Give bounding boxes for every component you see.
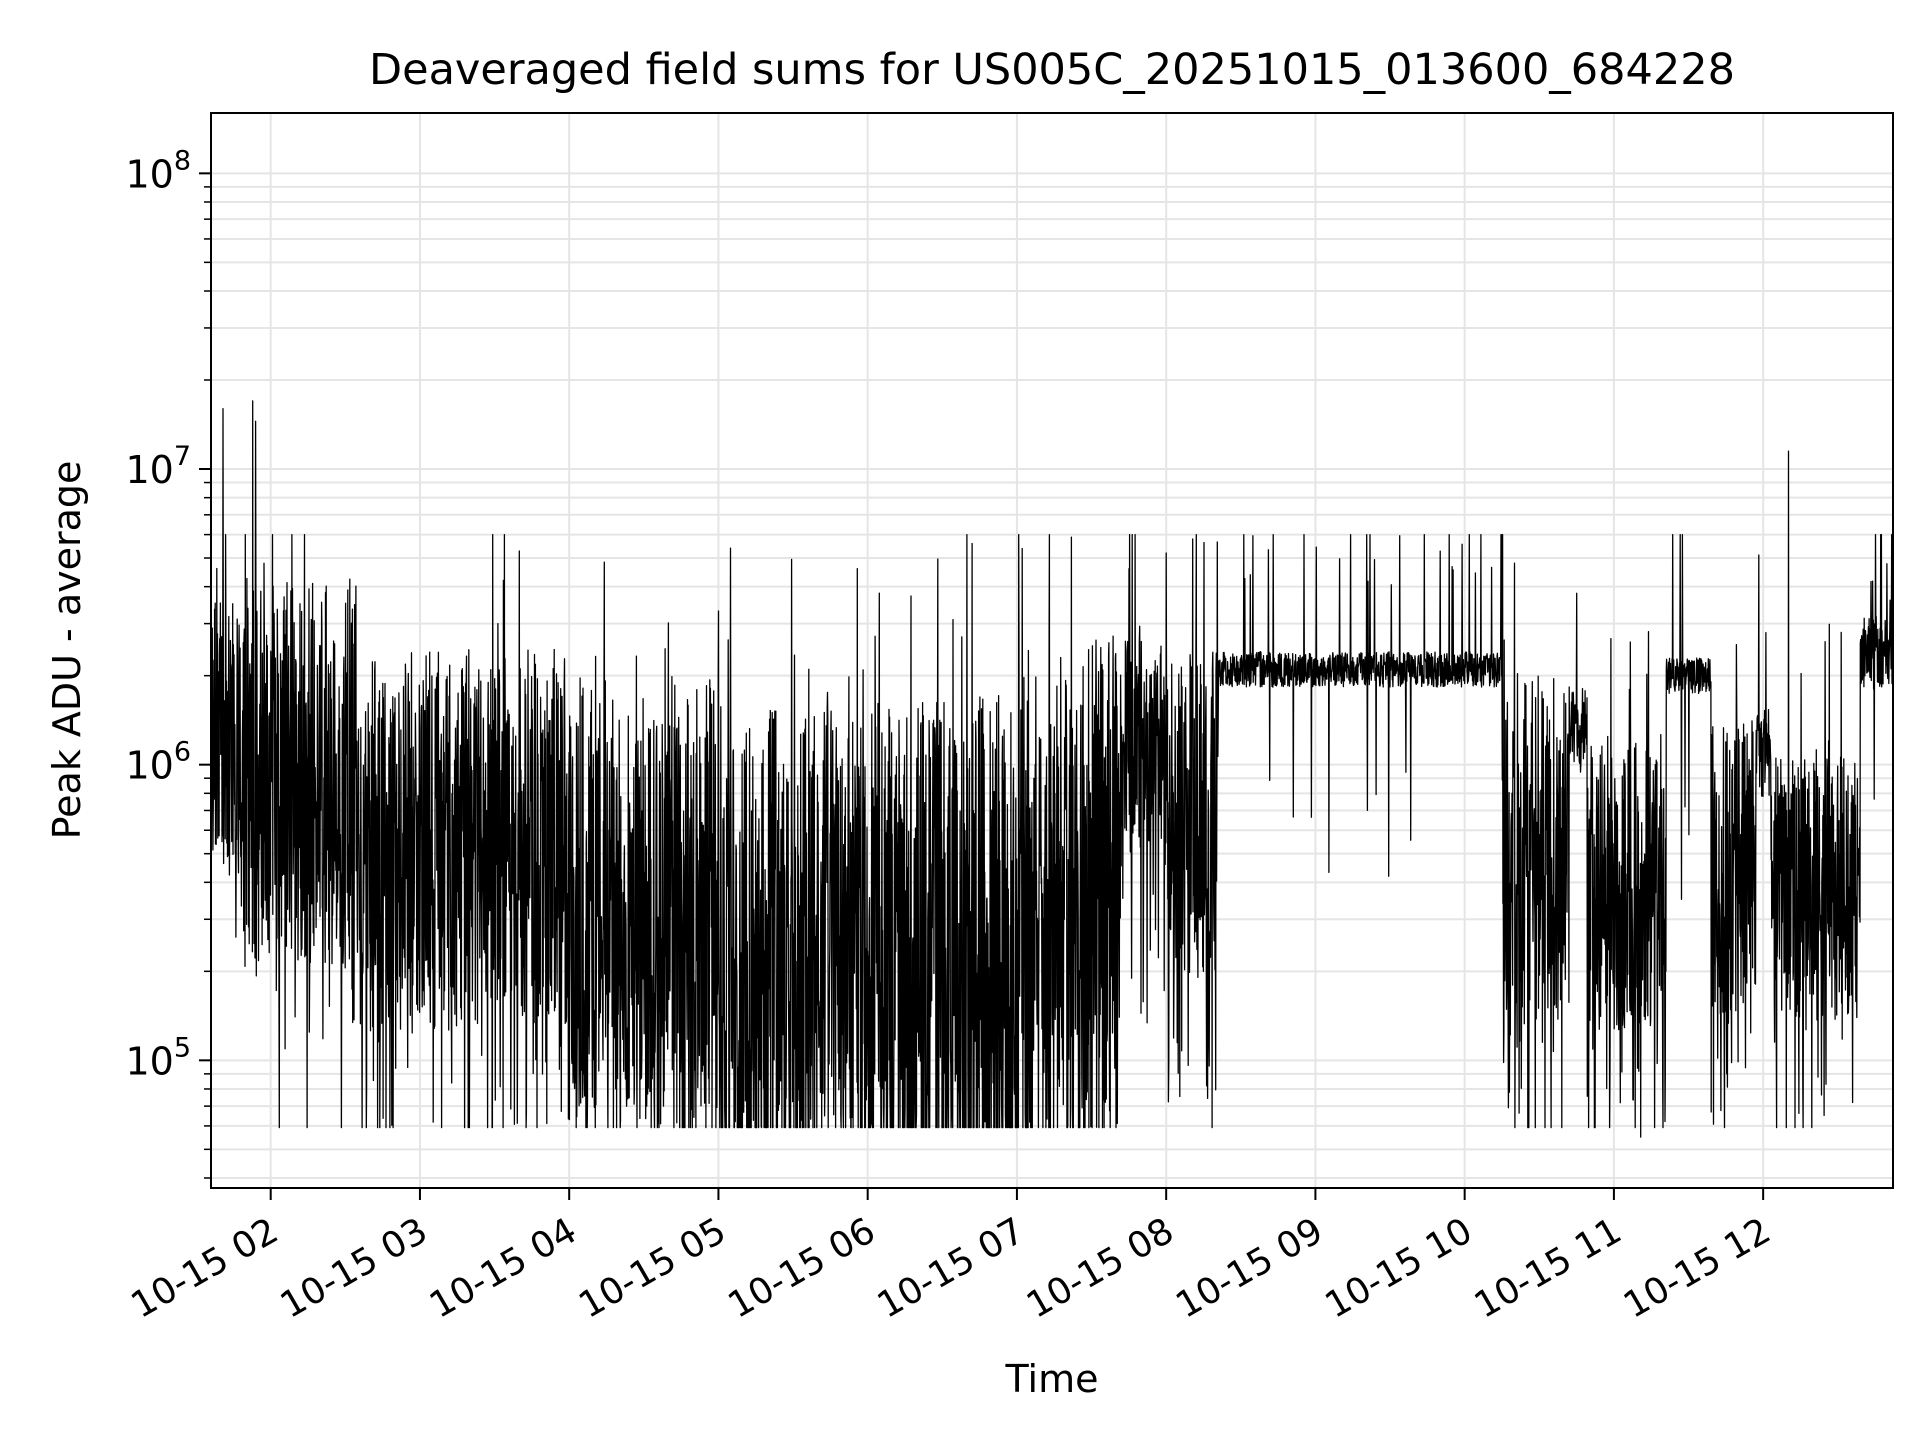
plot-frame (210, 112, 1894, 1189)
y-axis-label: Peak ADU - average (45, 461, 89, 840)
chart-title: Deaveraged field sums for US005C_2025101… (369, 45, 1735, 95)
y-axis: 105 106 107 108 (125, 145, 211, 1179)
y-tick-label: 107 (125, 441, 191, 492)
y-tick-label: 108 (125, 145, 191, 196)
x-axis-label: Time (1005, 1357, 1099, 1401)
y-tick-label: 105 (125, 1032, 191, 1083)
series-line (210, 400, 1894, 1138)
y-tick-label: 106 (125, 737, 191, 788)
series-path (210, 400, 1894, 1138)
